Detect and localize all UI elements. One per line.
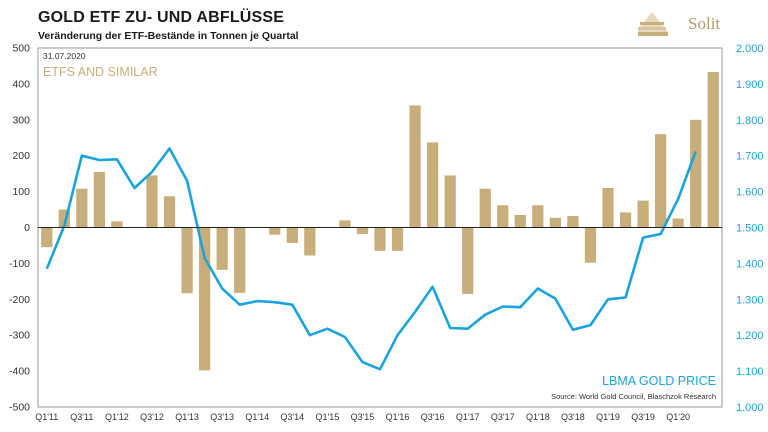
bar-Q3'18: [567, 216, 579, 228]
y-left-tick-label: -100: [9, 258, 30, 270]
bar-Q3'11: [76, 188, 88, 228]
as-of-date: 31.07.2020: [43, 51, 86, 61]
chart-title: GOLD ETF ZU- UND ABFLÜSSE: [38, 9, 285, 26]
y-left-tick-label: -400: [9, 366, 30, 378]
x-tick-label: Q3'13: [210, 412, 234, 422]
bar-Q1'19: [602, 188, 614, 228]
bar-Q2'19: [619, 212, 632, 228]
bar-Q2'14: [269, 227, 281, 235]
bar-Q3'17: [497, 205, 509, 228]
bar-undefined: [707, 72, 719, 228]
solit-logo-icon: [638, 12, 668, 36]
legend-etfs: ETFS AND SIMILAR: [43, 65, 158, 79]
y-right-tick-label: 1.500: [736, 223, 764, 235]
bar-Q1'18: [532, 205, 544, 228]
x-tick-label: Q1'17: [456, 412, 480, 422]
bar-Q4'12: [163, 196, 176, 228]
x-tick-label: Q1'13: [175, 412, 199, 422]
bar-Q3'12: [146, 175, 158, 228]
y-right-tick-label: 1.600: [736, 187, 764, 199]
y-left-tick-label: 400: [12, 78, 30, 90]
x-tick-label: Q1'11: [35, 412, 58, 422]
x-tick-label: Q1'12: [105, 412, 129, 422]
y-right-tick-label: 1.200: [736, 330, 764, 342]
x-tick-label: Q3'14: [280, 412, 304, 422]
bar-Q2'17: [479, 188, 491, 228]
y-left-tick-label: 200: [12, 150, 30, 162]
bar-Q1'11: [41, 227, 53, 248]
x-tick-label: Q3'19: [631, 412, 655, 422]
bar-Q1'20: [672, 218, 684, 228]
bar-Q2'20: [690, 119, 702, 228]
y-left-tick-label: -500: [9, 402, 30, 414]
x-tick-label: Q1'15: [316, 412, 340, 422]
y-right-tick-label: 1.700: [736, 151, 764, 163]
y-right-tick-label: 1.900: [736, 79, 764, 91]
y-right-tick-label: 1.400: [736, 258, 764, 270]
y-right-tick-label: 1.800: [736, 115, 764, 127]
y-left-tick-label: 0: [24, 222, 30, 234]
source-note: Source: World Gold Council, Blaschzok Re…: [551, 392, 716, 401]
bar-Q1'12: [111, 221, 123, 228]
bar-Q4'11: [93, 171, 105, 228]
bar-Q4'17: [514, 214, 526, 228]
y-right-tick-label: 1.000: [736, 402, 764, 414]
x-tick-label: Q1'19: [596, 412, 620, 422]
chart-subtitle: Veränderung der ETF-Bestände in Tonnen j…: [38, 30, 299, 42]
bar-Q2'16: [409, 105, 421, 228]
bar-Q3'14: [286, 227, 298, 243]
bar-Q4'18: [584, 227, 597, 263]
y-right-tick-label: 1.300: [736, 294, 764, 306]
bar-Q3'19: [637, 200, 649, 228]
bar-Q2'13: [199, 227, 211, 371]
bar-Q4'13: [234, 227, 246, 293]
bar-Q4'14: [304, 227, 316, 256]
y-left-tick-label: 300: [12, 114, 30, 126]
bar-Q1'16: [391, 227, 404, 251]
bar-Q3'15: [356, 227, 369, 234]
y-left-tick-label: -300: [9, 330, 30, 342]
legend-gold-price: LBMA GOLD PRICE: [602, 374, 716, 388]
x-tick-label: Q3'11: [70, 412, 93, 422]
bar-Q1'13: [181, 227, 193, 294]
bar-Q4'19: [655, 134, 667, 228]
bar-Q3'16: [427, 142, 439, 228]
x-tick-label: Q1'16: [386, 412, 410, 422]
bar-Q2'18: [549, 217, 561, 228]
bar-Q2'15: [339, 220, 351, 228]
x-tick-label: Q3'16: [421, 412, 445, 422]
bar-Q1'17: [462, 227, 474, 294]
x-tick-label: Q3'17: [491, 412, 515, 422]
y-left-tick-label: 100: [12, 186, 30, 198]
x-tick-label: Q1'18: [526, 412, 550, 422]
bar-Q2'11: [58, 209, 70, 228]
y-right-tick-label: 1.100: [736, 366, 764, 378]
gold-price-line: [45, 147, 697, 371]
x-tick-label: Q1'20: [666, 412, 690, 422]
x-tick-label: Q3'18: [561, 412, 585, 422]
x-tick-label: Q3'12: [140, 412, 164, 422]
bar-Q4'16: [444, 175, 456, 228]
y-left-tick-label: 500: [12, 43, 30, 55]
brand-name: Solit: [688, 14, 721, 33]
x-tick-label: Q3'15: [351, 412, 375, 422]
x-tick-label: Q1'14: [245, 412, 269, 422]
y-right-tick-label: 2.000: [736, 43, 764, 55]
y-left-tick-label: -200: [9, 294, 30, 306]
bar-Q4'15: [374, 227, 386, 251]
bar-Q3'13: [216, 227, 228, 270]
